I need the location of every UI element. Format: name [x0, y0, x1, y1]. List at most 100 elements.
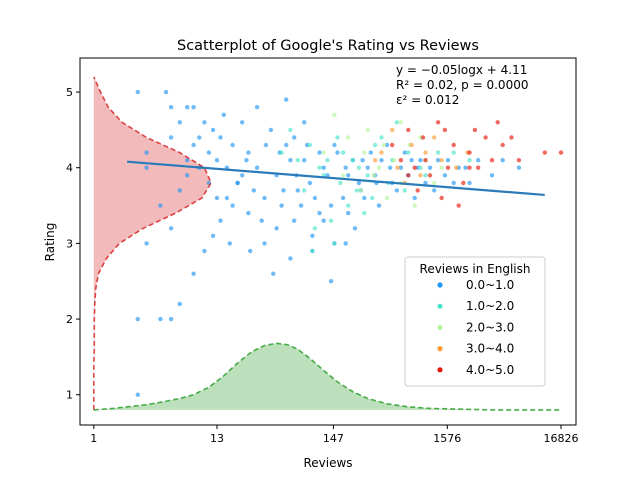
- scatter-point: [328, 203, 334, 208]
- scatter-point: [224, 195, 230, 201]
- scatter-point: [259, 218, 264, 223]
- scatter-point: [317, 150, 322, 155]
- scatter-point: [423, 180, 428, 186]
- scatter-point: [409, 142, 414, 148]
- scatter-point: [365, 165, 370, 170]
- scatter-point: [435, 158, 441, 163]
- scatter-point: [325, 173, 330, 178]
- scatter-point: [298, 203, 304, 208]
- scatter-point: [284, 142, 289, 148]
- scatter-point: [423, 158, 428, 163]
- legend: Reviews in English 0.0~1.0 1.0~2.0 2.0~3.0…: [404, 256, 546, 387]
- rating-density-line: [93, 76, 213, 410]
- scatter-point: [332, 112, 337, 118]
- scatter-point: [445, 158, 451, 163]
- x-tick-label: 1576: [433, 432, 461, 445]
- scatter-point: [214, 195, 220, 201]
- scatter-point: [177, 188, 182, 193]
- y-axis-label: Rating: [43, 223, 57, 262]
- scatter-point: [461, 180, 466, 186]
- scatter-point: [295, 158, 300, 163]
- x-tick-label: 13: [210, 432, 224, 445]
- scatter-point: [177, 120, 182, 125]
- scatter-point: [542, 150, 547, 155]
- scatter-point: [279, 150, 284, 155]
- scatter-point: [284, 97, 289, 102]
- x-tick-label: 16826: [543, 432, 578, 445]
- legend-items: 0.0~1.0 1.0~2.0 2.0~3.0 3.0~4.0 4.0~5.0: [437, 278, 514, 377]
- x-tick-label: 1: [90, 432, 97, 445]
- scatter-point: [489, 158, 495, 163]
- y-tick-label: 1: [66, 389, 73, 402]
- scatter-point: [394, 188, 399, 193]
- reviews-density-fill: [93, 343, 562, 410]
- scatter-point: [472, 127, 478, 133]
- scatter-point: [427, 165, 433, 170]
- y-axis-ticks: 1 2 3 4 5: [66, 86, 80, 402]
- scatter-point: [356, 180, 362, 186]
- annotation-epsilon: ε² = 0.012: [396, 93, 459, 107]
- scatter-point: [262, 195, 267, 201]
- scatter-point: [409, 158, 414, 163]
- scatter-point: [218, 135, 223, 140]
- scatter-point: [516, 165, 522, 170]
- scatter-point: [244, 158, 249, 163]
- scatter-point: [516, 158, 522, 163]
- scatter-point: [343, 241, 348, 246]
- scatter-point: [168, 316, 174, 322]
- scatter-point: [384, 142, 390, 148]
- scatter-point: [398, 165, 404, 170]
- scatter-point: [340, 150, 346, 155]
- scatter-point: [346, 203, 351, 208]
- scatter-point: [210, 127, 216, 133]
- legend-box: [404, 256, 546, 387]
- scatter-point: [432, 135, 437, 140]
- regression-fit-line: [127, 160, 545, 197]
- scatter-point: [442, 173, 448, 178]
- scatter-point: [500, 142, 505, 148]
- x-tick-label: 147: [323, 432, 344, 445]
- scatter-point: [435, 120, 441, 125]
- scatter-point: [206, 150, 212, 155]
- scatter-point: [271, 271, 276, 276]
- scatter-point: [312, 226, 318, 231]
- scatter-point: [356, 165, 362, 170]
- scatter-point: [325, 158, 330, 163]
- scatter-point: [177, 301, 182, 307]
- scatter-point: [394, 120, 399, 125]
- scatter-point: [467, 165, 472, 170]
- scatter-point: [418, 158, 423, 163]
- scatter-point: [210, 233, 216, 238]
- scatter-point: [235, 180, 240, 186]
- scatter-point: [221, 112, 226, 118]
- scatter-point: [279, 203, 284, 208]
- x-axis-label: Reviews: [303, 456, 352, 470]
- scatter-point: [391, 158, 397, 163]
- scatter-point: [254, 105, 260, 110]
- scatter-point: [202, 248, 207, 254]
- scatter-point: [420, 135, 426, 140]
- scatter-point: [340, 173, 346, 178]
- scatter-point: [489, 173, 495, 178]
- scatter-point: [346, 135, 351, 140]
- scatter-point: [451, 150, 456, 155]
- scatter-point: [158, 316, 163, 322]
- scatter-point: [435, 150, 441, 155]
- scatter-point: [302, 188, 307, 193]
- scatter-point: [158, 203, 163, 208]
- scatter-point: [439, 158, 444, 163]
- scatter-point: [509, 135, 514, 140]
- scatter-point: [451, 180, 456, 186]
- scatter-point: [439, 165, 444, 170]
- scatter-point: [292, 135, 297, 140]
- scatter-point: [338, 180, 343, 186]
- scatter-point: [292, 218, 297, 223]
- scatter-point: [451, 142, 456, 148]
- scatter-point: [371, 173, 376, 178]
- legend-label: 3.0~4.0: [466, 342, 514, 356]
- scatter-point: [423, 150, 428, 155]
- scatter-point: [230, 142, 235, 148]
- scatter-point: [185, 158, 190, 163]
- fit-annotation: y = −0.05logx + 4.11 R² = 0.02, p = 0.00…: [396, 63, 528, 107]
